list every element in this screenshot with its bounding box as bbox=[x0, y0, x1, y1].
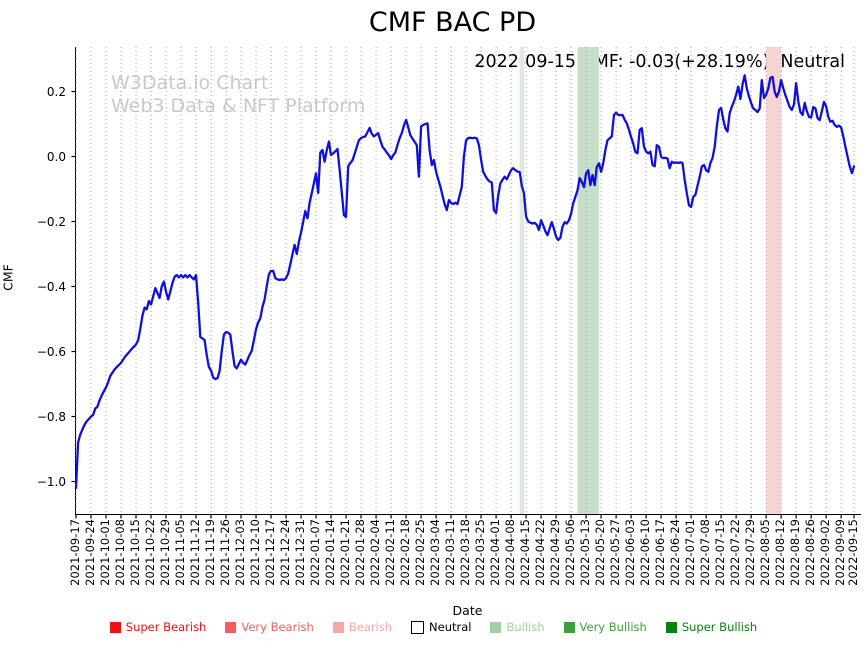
x-tick-label: 2022-07-01 bbox=[683, 519, 698, 586]
chart-title: CMF BAC PD bbox=[368, 7, 537, 38]
x-tick-label: 2021-11-12 bbox=[188, 519, 203, 586]
x-tick-label: 2022-06-17 bbox=[653, 519, 668, 586]
x-tick-label: 2022-08-19 bbox=[788, 519, 803, 586]
highlight-band-bearish bbox=[766, 47, 782, 514]
x-tick-label: 2021-12-10 bbox=[248, 519, 263, 586]
x-tick-label: 2021-12-17 bbox=[263, 519, 278, 586]
y-tick-label: 0.0 bbox=[46, 149, 66, 164]
legend-item-very-bullish: Very Bullish bbox=[563, 620, 647, 634]
x-tick-label: 2022-04-01 bbox=[488, 519, 503, 586]
legend-item-super-bullish: Super Bullish bbox=[665, 620, 758, 634]
x-tick-label: 2021-09-24 bbox=[83, 519, 97, 586]
cmf-line bbox=[74, 74, 856, 490]
y-tick-label: −0.6 bbox=[36, 344, 66, 359]
legend-item-neutral: Neutral bbox=[411, 620, 471, 634]
y-tick-label: −0.8 bbox=[36, 409, 66, 424]
legend-label-bullish: Bullish bbox=[506, 620, 545, 634]
legend-item-super-bearish: Super Bearish bbox=[109, 620, 207, 634]
x-tick-label: 2022-03-04 bbox=[428, 519, 443, 586]
x-tick-label: 2022-07-29 bbox=[743, 519, 758, 586]
y-tick-label: −0.4 bbox=[36, 279, 66, 294]
x-tick-label: 2022-01-21 bbox=[338, 519, 353, 586]
y-axis-label: CMF bbox=[0, 264, 16, 291]
x-tick-label: 2021-11-19 bbox=[203, 519, 218, 586]
x-tick-label: 2022-03-11 bbox=[443, 519, 458, 586]
x-axis-label: Date bbox=[452, 603, 483, 618]
legend-swatch-bearish bbox=[332, 621, 344, 633]
annotation-value: 2022-09-15 CMF: -0.03(+28.19%) bbox=[474, 52, 770, 72]
x-tick-label: 2022-04-29 bbox=[548, 519, 563, 586]
latest-value-annotation: 2022-09-15 CMF: -0.03(+28.19%) Neutral bbox=[474, 52, 845, 72]
x-tick-label: 2022-08-12 bbox=[773, 519, 788, 586]
x-tick-label: 2022-04-15 bbox=[518, 519, 533, 586]
legend-swatch-super-bearish bbox=[109, 621, 121, 633]
x-tick-label: 2022-06-10 bbox=[638, 519, 653, 586]
plot-area bbox=[71, 47, 861, 519]
y-tick-label: −1.0 bbox=[36, 474, 66, 489]
y-tick-label: 0.2 bbox=[46, 84, 66, 99]
x-tick-label: 2021-10-29 bbox=[158, 519, 173, 586]
x-tick-label: 2021-10-22 bbox=[143, 519, 157, 586]
legend-label-super-bearish: Super Bearish bbox=[125, 620, 207, 634]
x-tick-label: 2022-01-28 bbox=[353, 519, 368, 586]
x-tick-label: 2022-05-13 bbox=[578, 519, 593, 586]
x-tick-label: 2021-10-01 bbox=[98, 519, 112, 586]
x-tick-label: 2022-03-18 bbox=[458, 519, 473, 586]
x-tick-label: 2022-09-09 bbox=[833, 519, 848, 586]
x-tick-label: 2022-04-08 bbox=[503, 519, 518, 586]
x-tick-label: 2022-08-05 bbox=[758, 519, 773, 586]
legend-swatch-bullish bbox=[490, 621, 502, 633]
legend-item-very-bearish: Very Bearish bbox=[225, 620, 314, 634]
x-tick-label: 2022-02-18 bbox=[398, 519, 413, 586]
x-tick-label: 2022-05-27 bbox=[608, 519, 623, 586]
x-tick-label: 2022-05-06 bbox=[563, 519, 578, 586]
highlight-band-bullish-light bbox=[519, 47, 524, 514]
x-tick-label: 2022-06-24 bbox=[668, 519, 683, 586]
plot-canvas bbox=[71, 47, 856, 519]
legend-label-very-bearish: Very Bearish bbox=[241, 620, 314, 634]
x-tick-label: 2021-09-17 bbox=[68, 519, 82, 586]
x-tick-label: 2022-04-22 bbox=[533, 519, 548, 586]
x-tick-label: 2022-07-08 bbox=[698, 519, 713, 586]
highlight-band-bullish bbox=[577, 47, 599, 514]
x-tick-label: 2022-05-20 bbox=[593, 519, 608, 586]
y-tick-label: −0.2 bbox=[36, 214, 66, 229]
x-tick-label: 2021-12-24 bbox=[278, 519, 293, 586]
x-tick-label: 2022-02-11 bbox=[383, 519, 398, 586]
x-tick-label: 2021-10-08 bbox=[113, 519, 127, 586]
x-tick-label: 2022-08-26 bbox=[803, 519, 818, 586]
legend-label-super-bullish: Super Bullish bbox=[681, 620, 758, 634]
x-tick-label: 2022-06-03 bbox=[623, 519, 638, 586]
legend-swatch-very-bearish bbox=[225, 621, 237, 633]
x-tick-label: 2022-03-25 bbox=[473, 519, 488, 586]
x-tick-label: 2022-02-25 bbox=[413, 519, 428, 586]
x-tick-label: 2021-12-03 bbox=[233, 519, 248, 586]
legend-swatch-super-bullish bbox=[665, 621, 677, 633]
x-tick-label: 2022-09-02 bbox=[818, 519, 833, 586]
x-tick-label: 2022-07-22 bbox=[728, 519, 743, 586]
legend-swatch-very-bullish bbox=[563, 621, 575, 633]
x-tick-label: 2022-01-07 bbox=[308, 519, 323, 586]
x-tick-label: 2021-11-05 bbox=[173, 519, 188, 586]
legend-item-bullish: Bullish bbox=[490, 620, 545, 634]
x-tick-label: 2022-01-14 bbox=[323, 519, 338, 586]
x-tick-label: 2021-10-15 bbox=[128, 519, 142, 586]
legend-item-bearish: Bearish bbox=[332, 620, 393, 634]
legend-label-neutral: Neutral bbox=[429, 620, 472, 634]
x-tick-label: 2022-02-04 bbox=[368, 519, 383, 586]
x-tick-label: 2022-09-15 bbox=[846, 519, 860, 586]
legend-swatch-neutral bbox=[411, 620, 425, 634]
x-tick-label: 2022-07-15 bbox=[713, 519, 728, 586]
legend-label-very-bullish: Very Bullish bbox=[579, 620, 647, 634]
x-tick-label: 2021-12-31 bbox=[293, 519, 308, 586]
legend-label-bearish: Bearish bbox=[348, 620, 393, 634]
x-tick-label: 2021-11-26 bbox=[218, 519, 233, 586]
legend: Super Bearish Very Bearish Bearish Neutral B… bbox=[0, 620, 867, 634]
